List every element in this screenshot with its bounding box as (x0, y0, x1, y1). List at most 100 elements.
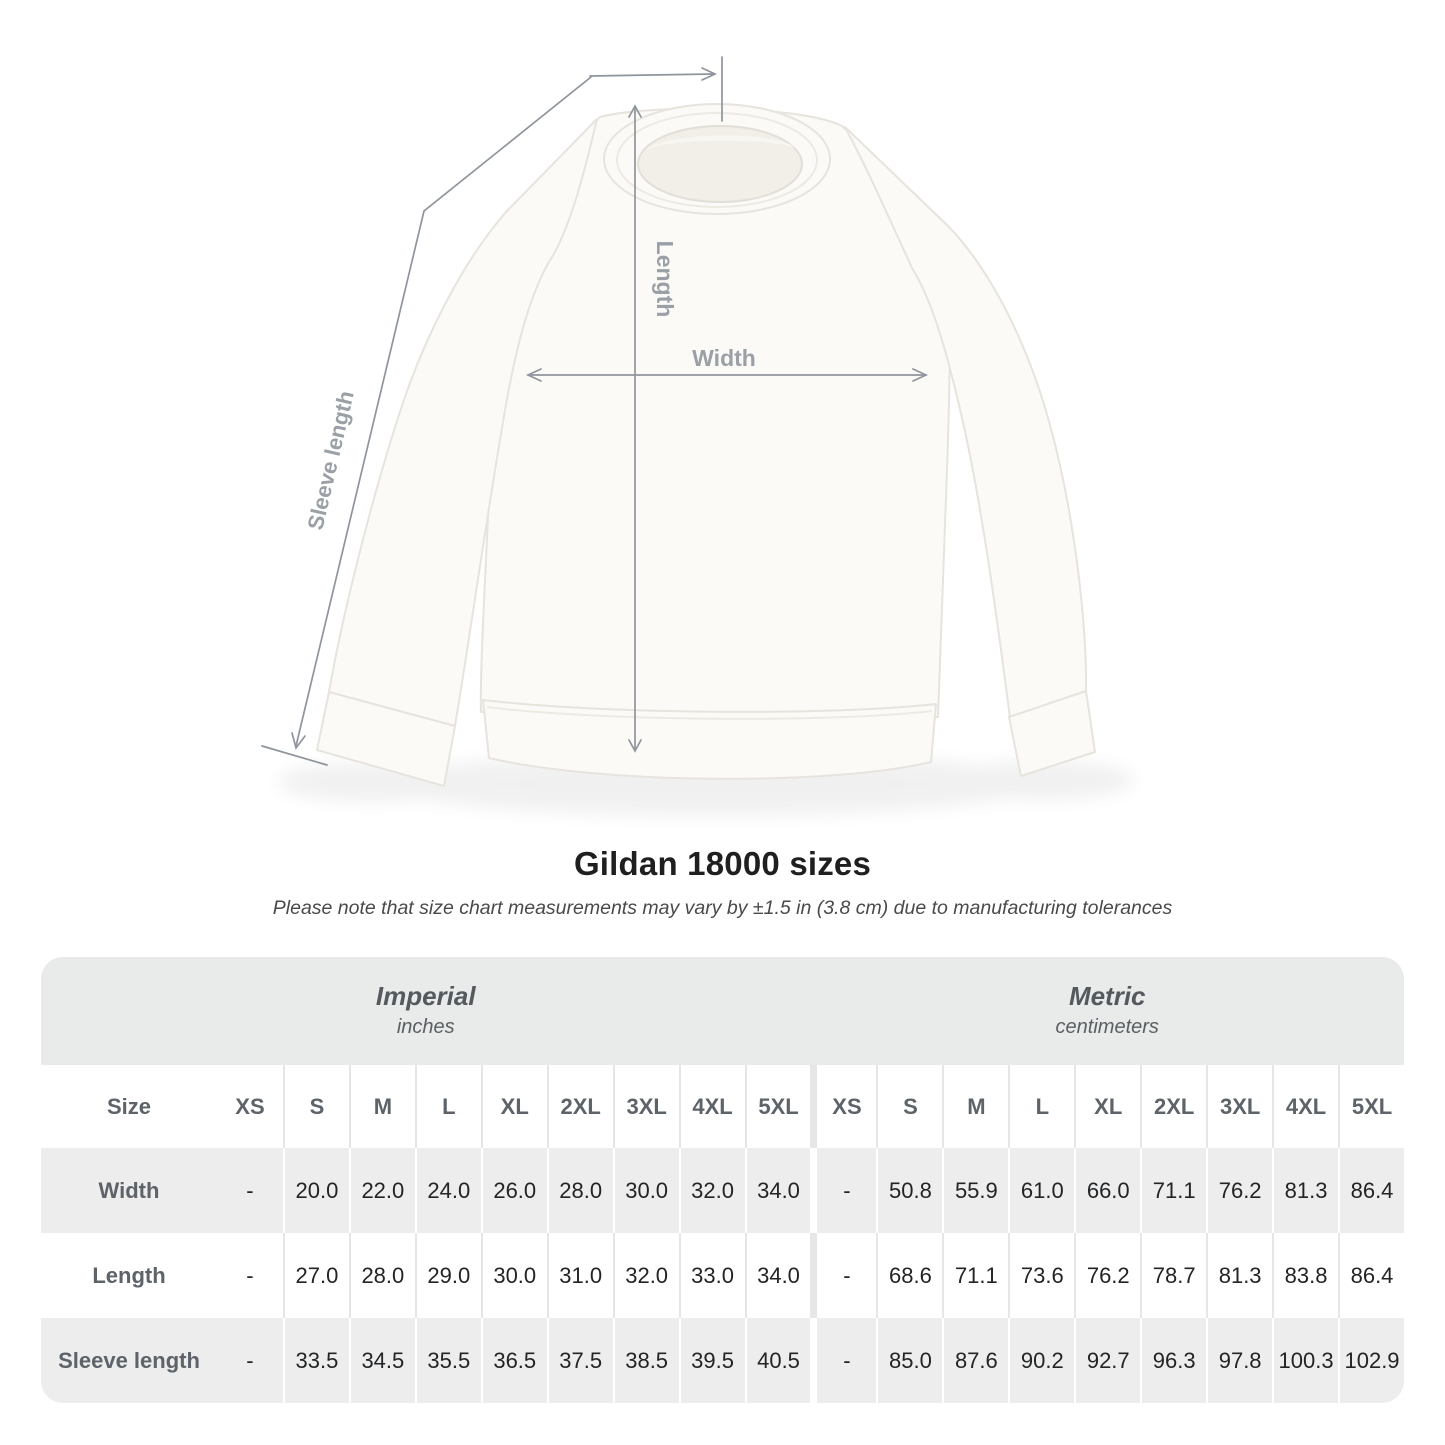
row-label-length: Length (92, 1262, 166, 1288)
table-cell: 71.1 (1140, 1148, 1207, 1233)
table-cell: 39.5 (678, 1318, 745, 1403)
table-cell: 33.5 (282, 1318, 349, 1403)
shoulder-guide-line (589, 73, 715, 77)
size-col-header: 2XL (1140, 1065, 1206, 1148)
size-col-header: XS (810, 1065, 876, 1148)
sweatshirt-measurement-diagram: Width Length Sleeve length (261, 56, 1135, 816)
table-cell: 73.6 (1008, 1233, 1074, 1318)
sleeve-end-tick (261, 745, 328, 766)
size-corner-label: Size (106, 1093, 152, 1119)
table-cell: 20.0 (282, 1148, 349, 1233)
size-col-header: 5XL (1338, 1065, 1404, 1148)
size-table: Imperial inches Metric centimeters Size … (41, 957, 1404, 1403)
sleeve-length-label: Sleeve length (303, 388, 359, 532)
table-cell: 86.4 (1338, 1148, 1404, 1233)
shirt-left-cuff (316, 691, 456, 787)
shirt-left-sleeve (328, 118, 598, 727)
table-cell: - (810, 1233, 876, 1318)
table-cell: 33.0 (678, 1233, 745, 1318)
page-title: Gildan 18000 sizes (573, 845, 872, 882)
size-col-header: M (942, 1065, 1008, 1148)
table-cell: 28.0 (348, 1233, 415, 1318)
table-cell: 34.5 (348, 1318, 415, 1403)
shirt-waistband (482, 699, 937, 780)
table-cell: 50.8 (876, 1148, 943, 1233)
table-cell: 87.6 (942, 1318, 1009, 1403)
table-cell: 102.9 (1338, 1318, 1404, 1403)
table-cell: 97.8 (1206, 1318, 1273, 1403)
table-cell: 40.5 (744, 1318, 811, 1403)
table-cell: 24.0 (414, 1148, 481, 1233)
size-col-header: S (282, 1065, 349, 1148)
row-label-sleeve-length: Sleeve length (41, 1318, 217, 1403)
table-cell: 32.0 (678, 1148, 745, 1233)
table-cell: 68.6 (876, 1233, 942, 1318)
size-col-header: 2XL (546, 1065, 613, 1148)
table-cell: 66.0 (1074, 1148, 1141, 1233)
table-cell: 76.2 (1206, 1148, 1273, 1233)
table-cell: - (246, 1262, 254, 1288)
size-col-header: XL (480, 1065, 547, 1148)
shirt-collar-opening (637, 125, 803, 203)
table-cell: 78.7 (1140, 1233, 1206, 1318)
table-cell: 37.5 (546, 1318, 613, 1403)
unit-header-imperial: Imperial inches (41, 957, 811, 1065)
shirt-right-sleeve (844, 126, 1088, 719)
size-col-header: L (1008, 1065, 1074, 1148)
table-cell: 31.0 (546, 1233, 613, 1318)
table-cell: 100.3 (1272, 1318, 1339, 1403)
table-cell: 76.2 (1074, 1233, 1140, 1318)
sleeve-length-line (295, 76, 592, 747)
table-cell: 96.3 (1140, 1318, 1207, 1403)
table-cell: - (217, 1148, 283, 1233)
length-label: Length (652, 241, 678, 318)
table-cell: 34.0 (744, 1233, 811, 1318)
table-cell: 34.0 (744, 1148, 811, 1233)
table-cell: 86.4 (1338, 1233, 1404, 1318)
size-col-header: XL (1074, 1065, 1140, 1148)
table-cell: - (810, 1318, 877, 1403)
table-cell: 55.9 (942, 1148, 1009, 1233)
size-col-header: 3XL (612, 1065, 679, 1148)
width-label: Width (692, 345, 756, 371)
metric-title: Metric (1068, 980, 1146, 1011)
size-col-header: M (348, 1065, 415, 1148)
table-cell: 27.0 (282, 1233, 349, 1318)
size-col-header: L (414, 1065, 481, 1148)
table-cell: 85.0 (876, 1318, 943, 1403)
table-cell: - (810, 1148, 877, 1233)
row-label-width: Width (41, 1148, 217, 1233)
table-cell: 30.0 (612, 1148, 679, 1233)
size-col-header: XS (235, 1093, 265, 1119)
unit-header-metric: Metric centimeters (810, 957, 1404, 1065)
size-col-header: 4XL (678, 1065, 745, 1148)
table-cell: 36.5 (480, 1318, 547, 1403)
imperial-title: Imperial (375, 980, 476, 1011)
table-cell: - (217, 1318, 283, 1403)
sweatshirt (316, 103, 1096, 787)
size-col-header: 3XL (1206, 1065, 1272, 1148)
table-cell: 35.5 (414, 1318, 481, 1403)
table-cell: 32.0 (612, 1233, 679, 1318)
size-col-header: 5XL (744, 1065, 811, 1148)
imperial-subtitle: inches (396, 1016, 455, 1039)
size-col-header: S (876, 1065, 942, 1148)
table-cell: 71.1 (942, 1233, 1008, 1318)
table-cell: 81.3 (1272, 1148, 1339, 1233)
metric-subtitle: centimeters (1055, 1016, 1159, 1039)
shirt-right-cuff (1008, 690, 1096, 777)
table-cell: 81.3 (1206, 1233, 1272, 1318)
table-cell: 83.8 (1272, 1233, 1338, 1318)
table-cell: 30.0 (480, 1233, 547, 1318)
tolerance-note: Please note that size chart measurements… (272, 897, 1173, 919)
table-cell: 26.0 (480, 1148, 547, 1233)
table-cell: 38.5 (612, 1318, 679, 1403)
table-cell: 28.0 (546, 1148, 613, 1233)
table-cell: 22.0 (348, 1148, 415, 1233)
table-cell: 90.2 (1008, 1318, 1075, 1403)
measurement-lines (261, 56, 929, 766)
table-cell: 61.0 (1008, 1148, 1075, 1233)
table-cell: 29.0 (414, 1233, 481, 1318)
table-cell: 92.7 (1074, 1318, 1141, 1403)
sweatshirt-illustration: Width Length Sleeve length (261, 56, 1135, 816)
